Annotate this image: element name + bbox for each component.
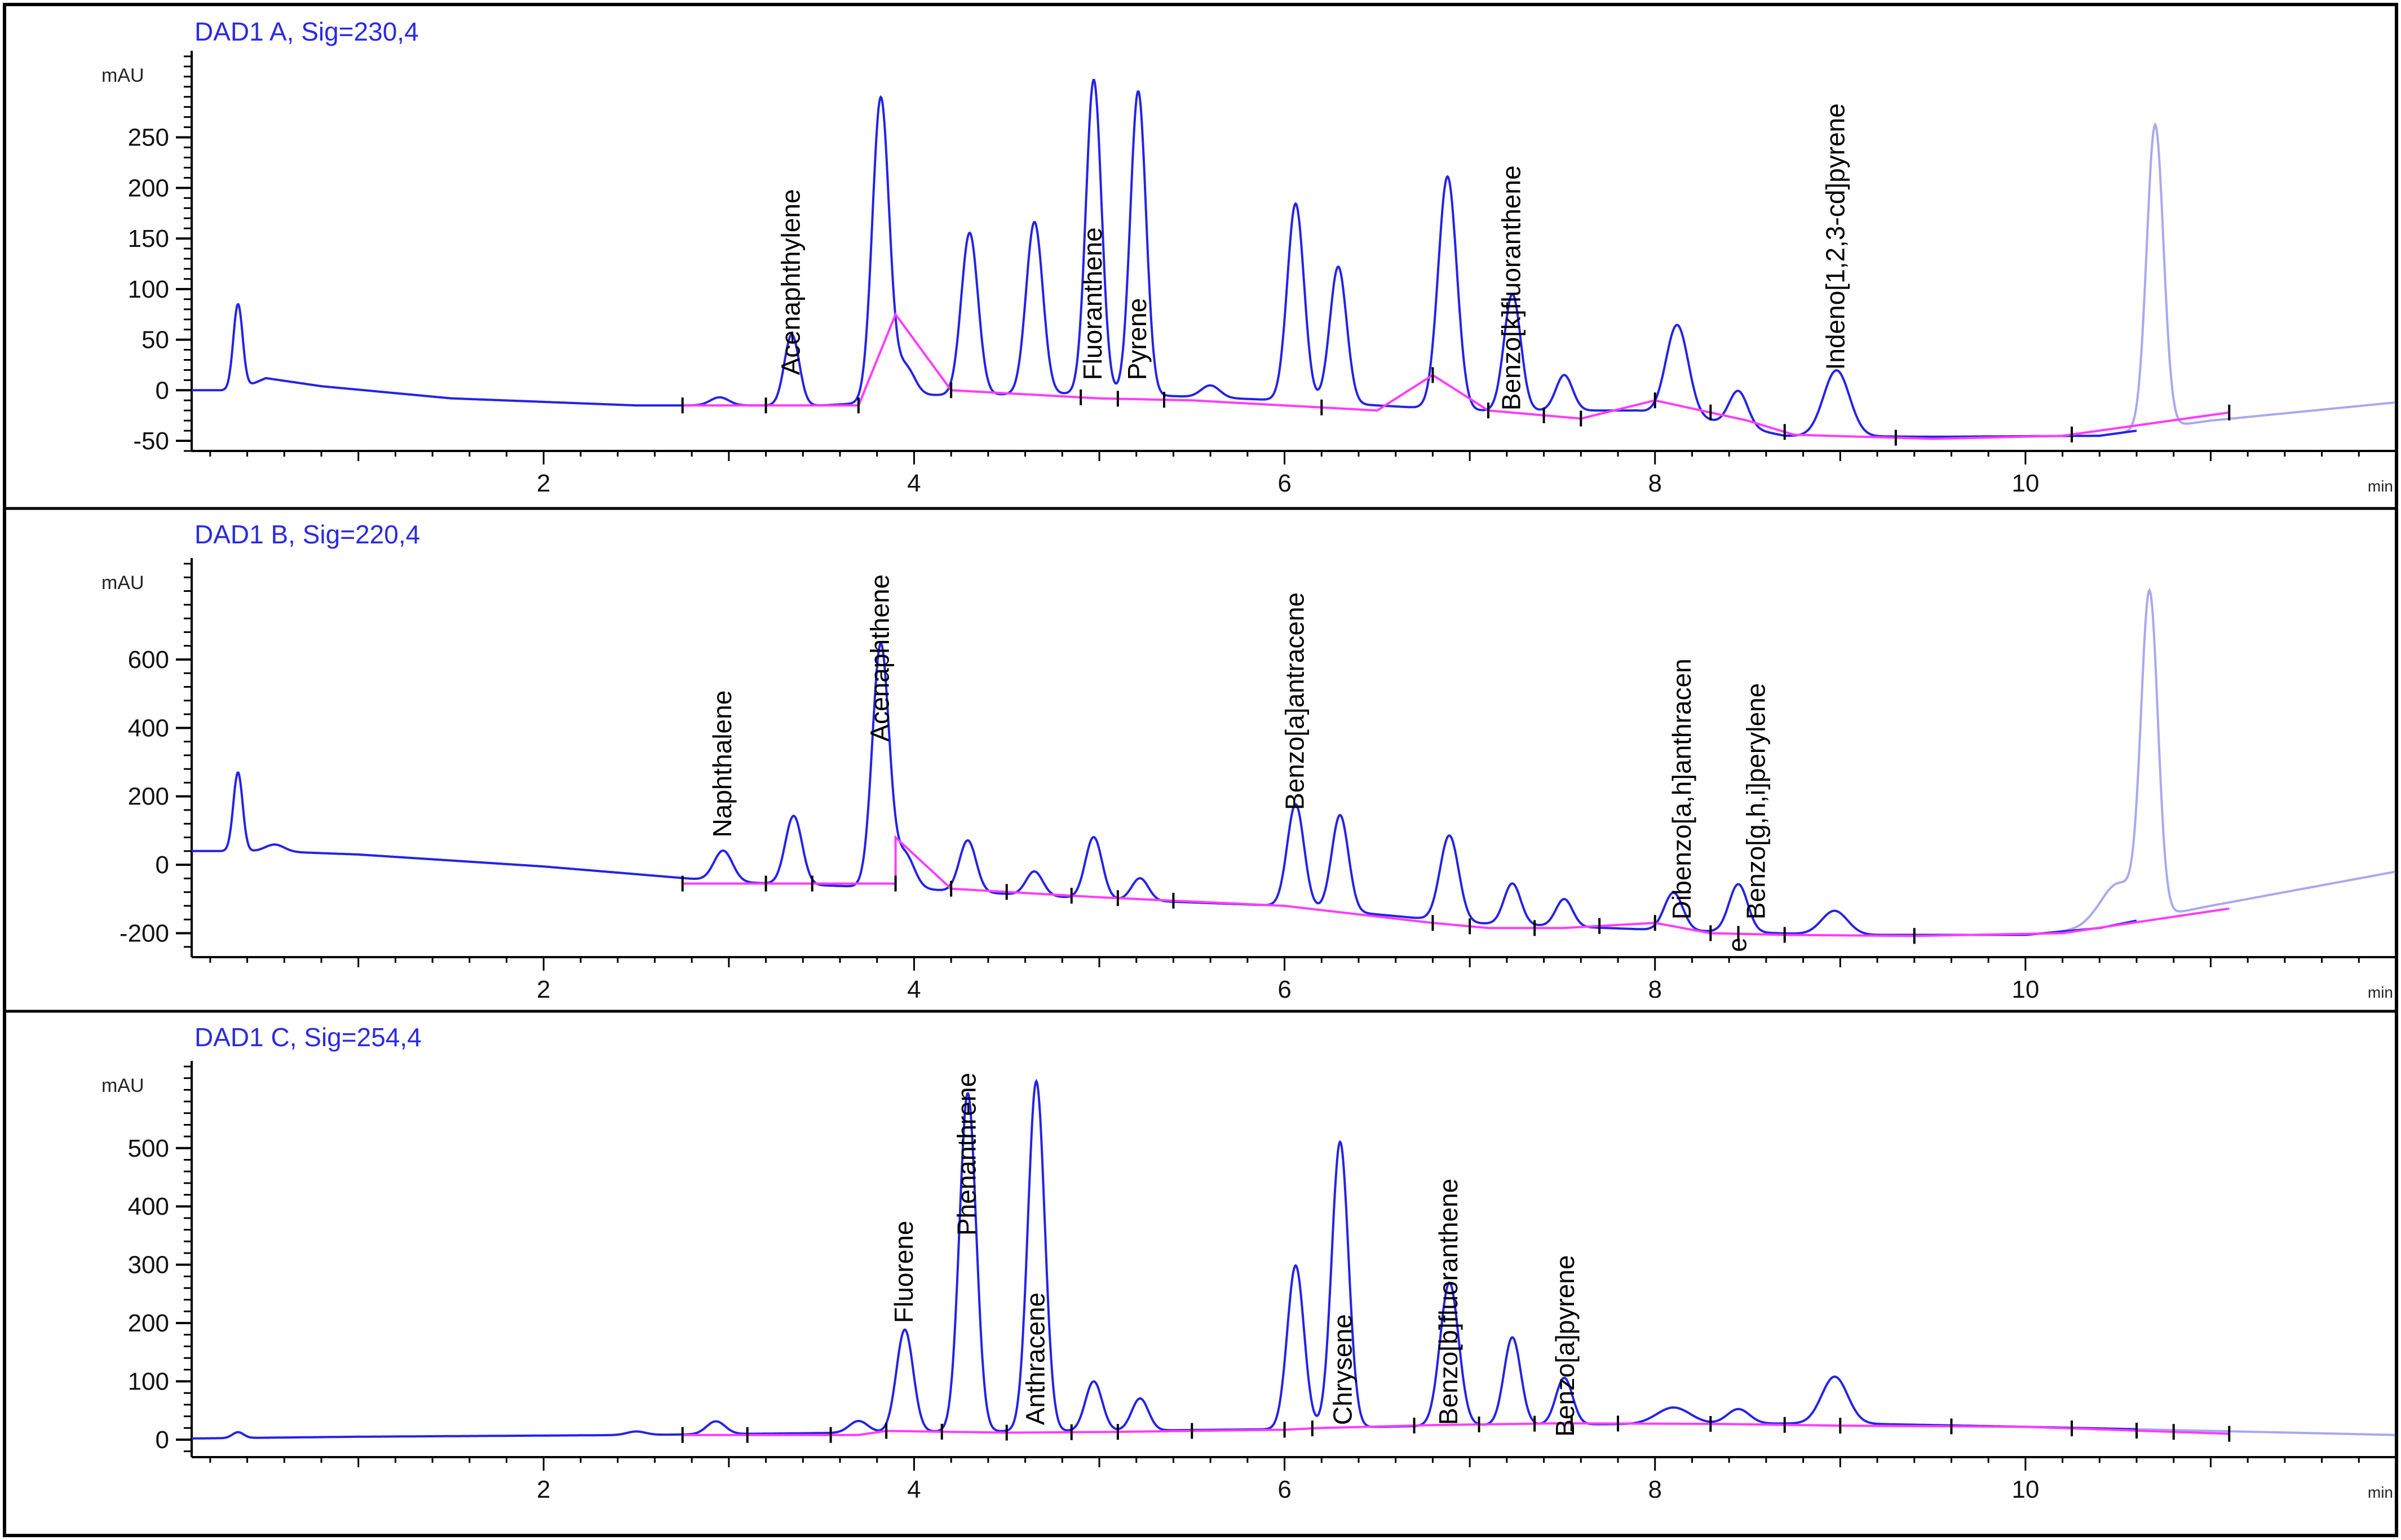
y-tick-label: 400 [128, 1193, 169, 1220]
signal-trace-ghost [2025, 587, 2395, 936]
y-tick-label: 600 [128, 646, 169, 674]
outer-frame [3, 3, 2398, 1537]
y-tick-label: 250 [128, 124, 169, 152]
y-tick-label: 150 [128, 225, 169, 253]
y-axis-unit: mAU [101, 1075, 144, 1096]
x-tick-label: 8 [1648, 976, 1661, 1003]
peak-label: Benzo[b]fluoranthene [1434, 1179, 1463, 1425]
y-tick-label: -200 [120, 920, 169, 948]
y-tick-label: -50 [133, 427, 169, 455]
y-tick-label: 0 [156, 851, 169, 879]
x-axis-unit: min [2368, 984, 2393, 1001]
peak-label: Naphthalene [708, 691, 737, 838]
x-tick-label: 2 [537, 470, 550, 497]
chart-panel-1: DAD1 A, Sig=230,4 mAU min -50 0 50 100 150 200 25… [101, 17, 2397, 497]
y-tick-label: 200 [128, 783, 169, 811]
x-tick-label: 4 [907, 470, 921, 497]
peak-label: Indeno[1,2,3-cd]pyrene [1821, 103, 1850, 370]
peak-label: Anthracene [1020, 1293, 1050, 1425]
y-tick-label: 200 [128, 1309, 169, 1337]
peak-label: Phenanthrene [952, 1073, 981, 1236]
peak-label: Acenaphthylene [776, 189, 806, 375]
peak-label: Benzo[a]pyrene [1550, 1255, 1580, 1437]
x-tick-label: 10 [2011, 976, 2039, 1003]
peak-label: Benzo[g,h,i]perylene [1741, 683, 1770, 919]
peak-label: Fluorene [889, 1221, 918, 1324]
x-tick-label: 4 [907, 976, 921, 1003]
y-tick-label: 50 [142, 326, 169, 354]
x-tick-label: 6 [1277, 470, 1291, 497]
y-tick-label: 100 [128, 276, 169, 303]
signal-trace [192, 1078, 2137, 1440]
peak-label: Benzo[a]antracene [1280, 592, 1309, 810]
integration-baseline [682, 835, 2230, 937]
y-axis-unit: mAU [101, 572, 144, 594]
chart-panels: DAD1 A, Sig=230,4mAUmin-5005010015020025… [5, 17, 2397, 1503]
y-tick-label: 100 [128, 1368, 169, 1396]
chart-panel-3: DAD1 C, Sig=254,4 mAU min 0 100 200 300 400 500 2… [5, 1010, 2397, 1503]
y-tick-label: 200 [128, 174, 169, 202]
x-tick-label: 4 [907, 1476, 921, 1503]
peak-label: Fluoranthene [1078, 227, 1107, 380]
x-axis-unit: min [2368, 477, 2393, 495]
panel-title: DAD1 A, Sig=230,4 [194, 17, 419, 46]
peak-label: Pyrene [1122, 298, 1152, 380]
y-tick-label: 0 [156, 1426, 169, 1454]
x-tick-label: 10 [2011, 1476, 2039, 1503]
y-tick-label: 500 [128, 1135, 169, 1162]
x-tick-label: 2 [537, 976, 550, 1003]
panel-title: DAD1 C, Sig=254,4 [194, 1023, 422, 1052]
x-tick-label: 8 [1648, 1476, 1661, 1503]
y-tick-label: 400 [128, 714, 169, 742]
x-tick-label: 8 [1648, 470, 1661, 497]
x-tick-label: 2 [537, 1476, 550, 1503]
y-tick-label: 0 [156, 377, 169, 404]
peak-label: Dibenzo[a,h]anthracen [1667, 658, 1696, 919]
peak-label: e [1723, 937, 1752, 952]
x-axis-unit: min [2368, 1484, 2393, 1501]
y-tick-label: 300 [128, 1251, 169, 1279]
panel-title: DAD1 B, Sig=220,4 [194, 520, 420, 549]
chart-panel-2: DAD1 B, Sig=220,4 mAU min -200 0 200 400 600 2 4 6… [5, 507, 2397, 1003]
integration-baseline [682, 1422, 2230, 1436]
x-tick-label: 6 [1277, 976, 1291, 1003]
y-axis-unit: mAU [101, 65, 144, 86]
peak-label: Chrysene [1328, 1314, 1358, 1425]
x-tick-label: 6 [1277, 1476, 1291, 1503]
x-tick-label: 10 [2011, 470, 2039, 497]
peak-label: Acenaphthene [865, 574, 894, 742]
peak-label: Benzo[k]fluoranthene [1497, 165, 1526, 410]
